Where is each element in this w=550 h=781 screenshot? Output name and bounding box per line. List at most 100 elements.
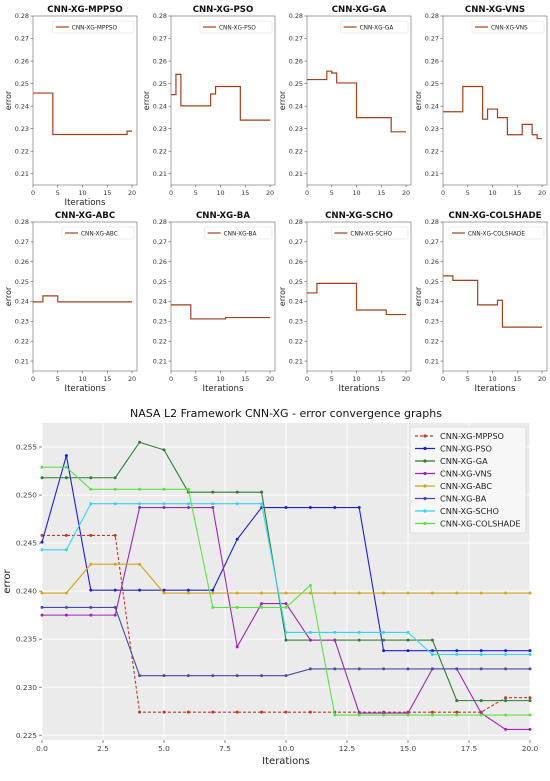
y-axis-label: error xyxy=(414,286,423,306)
y-tick-label: 0.22 xyxy=(425,337,439,345)
data-point xyxy=(186,674,190,678)
y-tick-label: 0.25 xyxy=(153,278,167,286)
plot-area xyxy=(442,15,548,186)
y-tick-label: 0.26 xyxy=(425,258,439,266)
data-point xyxy=(406,649,410,653)
series-line xyxy=(307,282,407,316)
data-point xyxy=(308,710,312,714)
y-tick-label: 0.27 xyxy=(289,238,303,246)
data-point xyxy=(40,613,44,617)
main-legend: CNN-XG-MPPSO CNN-XG-PSO CNN-XG-GA CNN-XG-VN… xyxy=(409,426,527,534)
data-point xyxy=(235,490,239,494)
y-tick-label: 0.230 xyxy=(16,683,37,692)
y-tick-label: 0.28 xyxy=(15,12,29,20)
x-axis-label: Iterations xyxy=(475,384,516,394)
data-point xyxy=(162,588,166,592)
data-point xyxy=(113,533,117,537)
y-tick-label: 0.24 xyxy=(15,102,29,110)
data-point xyxy=(528,727,532,731)
legend-label: CNN-XG-COLSHADE xyxy=(468,231,525,237)
x-tick-label: 0 xyxy=(31,189,35,197)
legend-label: CNN-XG-MPPSO xyxy=(72,25,118,31)
data-point xyxy=(479,699,483,703)
data-point xyxy=(113,588,117,592)
data-point xyxy=(430,710,434,714)
x-axis-label: Iterations xyxy=(339,384,380,394)
data-point xyxy=(64,454,68,458)
y-tick-label: 0.24 xyxy=(153,298,167,306)
data-point xyxy=(308,667,312,671)
data-point xyxy=(430,713,434,717)
data-point xyxy=(528,667,532,671)
data-point xyxy=(382,630,386,634)
data-point xyxy=(113,605,117,609)
data-point xyxy=(235,591,239,595)
y-tick-label: 0.26 xyxy=(289,57,303,65)
series-cnn-xg-ga xyxy=(40,440,532,703)
data-point xyxy=(260,710,264,714)
y-tick-label: 0.225 xyxy=(16,731,37,740)
y-tick-label: 0.22 xyxy=(425,147,439,155)
data-point xyxy=(357,591,361,595)
x-tick-label: 20 xyxy=(128,189,136,197)
data-point xyxy=(504,649,508,653)
y-tick-label: 0.22 xyxy=(15,337,29,345)
data-point xyxy=(284,602,288,606)
x-tick-label: 15 xyxy=(241,189,249,197)
y-tick-label: 0.26 xyxy=(15,57,29,65)
data-point xyxy=(333,591,337,595)
data-point xyxy=(89,588,93,592)
data-point xyxy=(40,533,44,537)
subplot-cnn-xg-ga: 0.21 0.22 0.23 0.24 0.25 0.26 0.27 0.28 0 5 10 15 20… xyxy=(278,5,412,197)
y-tick-label: 0.28 xyxy=(15,218,29,226)
data-point xyxy=(40,476,44,480)
y-tick-label: 0.255 xyxy=(16,443,37,452)
data-point xyxy=(308,506,312,510)
data-point xyxy=(430,638,434,642)
y-tick-label: 0.26 xyxy=(425,57,439,65)
data-point xyxy=(504,591,508,595)
series-line xyxy=(42,534,530,713)
data-point xyxy=(284,506,288,510)
data-point xyxy=(186,588,190,592)
x-tick-label: 7.5 xyxy=(219,744,231,753)
y-tick-label: 0.26 xyxy=(289,258,303,266)
x-tick-label: 2.5 xyxy=(97,744,109,753)
x-tick-label: 15.0 xyxy=(400,744,417,753)
data-point xyxy=(455,649,459,653)
data-point xyxy=(260,605,264,609)
legend-label: CNN-XG-BA xyxy=(224,231,257,237)
data-point xyxy=(308,583,312,587)
x-tick-label: 5 xyxy=(194,375,198,383)
data-point xyxy=(528,699,532,703)
y-tick-label: 0.26 xyxy=(153,258,167,266)
subplot-cnn-xg-abc: 0.21 0.22 0.23 0.24 0.25 0.26 0.27 0.28 0 5 10 15 20… xyxy=(4,211,138,394)
y-tick-label: 0.23 xyxy=(289,318,303,326)
x-tick-label: 0.0 xyxy=(36,744,48,753)
plot-area xyxy=(170,221,276,372)
y-tick-label: 0.27 xyxy=(15,238,29,246)
data-point xyxy=(284,630,288,634)
y-tick-label: 0.28 xyxy=(425,218,439,226)
data-point xyxy=(284,710,288,714)
y-tick-label: 0.250 xyxy=(16,491,37,500)
x-tick-label: 20 xyxy=(266,189,274,197)
y-tick-label: 0.27 xyxy=(15,35,29,43)
y-axis-label: error xyxy=(142,90,151,110)
legend-label: CNN-XG-PSO xyxy=(440,444,492,454)
y-axis-label: error xyxy=(278,90,287,110)
y-axis-label: error xyxy=(4,286,13,306)
y-tick-label: 0.27 xyxy=(289,35,303,43)
series-cnn-xg-abc xyxy=(40,562,532,595)
data-point xyxy=(162,674,166,678)
y-tick-label: 0.25 xyxy=(289,278,303,286)
data-point xyxy=(406,591,410,595)
y-axis-label: error xyxy=(4,90,13,110)
subplot-cnn-xg-scho: 0.21 0.22 0.23 0.24 0.25 0.26 0.27 0.28 0 5 10 15 20… xyxy=(278,211,412,394)
x-tick-label: 20 xyxy=(402,375,410,383)
data-point xyxy=(89,613,93,617)
y-tick-label: 0.25 xyxy=(153,80,167,88)
data-point xyxy=(162,506,166,510)
series-line xyxy=(443,275,543,328)
x-tick-label: 20 xyxy=(402,189,410,197)
